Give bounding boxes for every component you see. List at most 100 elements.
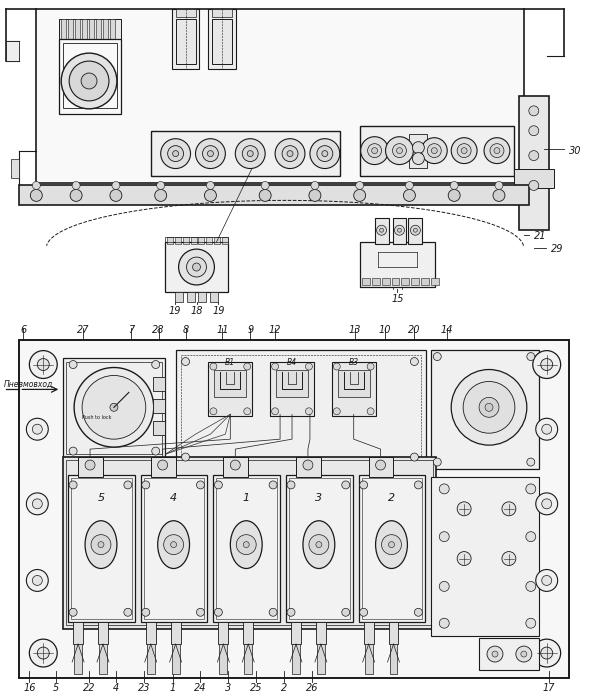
Circle shape — [30, 190, 42, 201]
Text: 1: 1 — [242, 493, 250, 503]
Circle shape — [526, 618, 536, 628]
Circle shape — [360, 481, 368, 489]
Circle shape — [457, 551, 471, 565]
Circle shape — [527, 458, 535, 466]
Bar — [198, 292, 206, 302]
Text: 26: 26 — [306, 683, 318, 693]
Circle shape — [310, 139, 340, 169]
Circle shape — [529, 106, 539, 116]
Circle shape — [179, 249, 214, 285]
Ellipse shape — [158, 521, 189, 569]
Bar — [362, 278, 369, 285]
Text: 23: 23 — [137, 683, 150, 693]
Text: 2: 2 — [281, 683, 287, 693]
Circle shape — [82, 376, 146, 439]
Bar — [63, 43, 117, 108]
Bar — [150, 131, 340, 176]
Text: 28: 28 — [152, 325, 165, 335]
Circle shape — [414, 481, 422, 489]
Bar — [176, 9, 195, 17]
Bar — [431, 477, 539, 636]
Bar — [166, 237, 173, 244]
Circle shape — [158, 460, 168, 470]
Bar — [96, 20, 101, 39]
Bar — [68, 20, 73, 39]
Bar — [63, 358, 165, 457]
Circle shape — [536, 569, 558, 591]
Bar — [198, 237, 205, 244]
Bar — [276, 369, 308, 397]
Bar — [365, 644, 373, 674]
Bar — [338, 369, 369, 397]
Circle shape — [269, 608, 277, 616]
Bar — [270, 362, 314, 416]
Bar — [182, 237, 189, 244]
Circle shape — [541, 358, 553, 371]
Bar — [214, 369, 246, 397]
Circle shape — [152, 360, 160, 369]
Circle shape — [404, 190, 415, 201]
Bar — [372, 278, 379, 285]
Circle shape — [392, 144, 407, 158]
Bar — [98, 622, 108, 644]
Circle shape — [526, 532, 536, 542]
Text: B1: B1 — [225, 358, 235, 367]
Bar — [73, 622, 83, 644]
Bar — [389, 644, 398, 674]
Circle shape — [243, 542, 249, 548]
Text: 6: 6 — [20, 325, 27, 335]
Circle shape — [316, 542, 322, 548]
Text: 14: 14 — [441, 325, 454, 335]
Circle shape — [360, 608, 368, 616]
Circle shape — [85, 460, 95, 470]
Circle shape — [186, 257, 206, 277]
Bar — [208, 9, 237, 69]
Circle shape — [27, 569, 48, 591]
Circle shape — [244, 363, 251, 370]
Circle shape — [494, 148, 500, 153]
Circle shape — [529, 125, 539, 136]
Circle shape — [196, 608, 205, 616]
Text: 5: 5 — [97, 493, 104, 503]
Circle shape — [457, 144, 471, 158]
Circle shape — [533, 639, 560, 667]
Circle shape — [155, 190, 166, 201]
Bar — [59, 20, 121, 39]
Bar — [186, 292, 195, 302]
Circle shape — [433, 353, 441, 360]
Circle shape — [461, 148, 467, 153]
Circle shape — [440, 618, 449, 628]
Circle shape — [202, 146, 218, 162]
Circle shape — [440, 532, 449, 542]
Circle shape — [385, 137, 414, 164]
Text: 16: 16 — [23, 683, 35, 693]
Bar — [363, 622, 373, 644]
Bar — [99, 644, 107, 674]
Bar — [411, 278, 419, 285]
Circle shape — [450, 181, 458, 190]
Bar — [317, 644, 325, 674]
Circle shape — [451, 369, 527, 445]
Circle shape — [490, 144, 504, 158]
Text: 5: 5 — [53, 683, 60, 693]
Text: 9: 9 — [247, 325, 253, 335]
Circle shape — [379, 228, 384, 232]
Bar — [421, 278, 430, 285]
Bar — [78, 457, 103, 477]
Bar — [382, 278, 389, 285]
Bar — [243, 622, 253, 644]
Circle shape — [142, 481, 150, 489]
Bar — [409, 134, 427, 167]
Bar — [292, 644, 300, 674]
Bar — [19, 339, 569, 678]
Circle shape — [37, 358, 49, 371]
Bar — [176, 20, 195, 64]
Bar — [519, 96, 549, 230]
Circle shape — [91, 535, 111, 555]
Bar — [110, 20, 115, 39]
Circle shape — [69, 608, 77, 616]
Circle shape — [309, 190, 321, 201]
Bar — [165, 242, 228, 292]
Circle shape — [427, 144, 441, 158]
Circle shape — [69, 61, 109, 101]
